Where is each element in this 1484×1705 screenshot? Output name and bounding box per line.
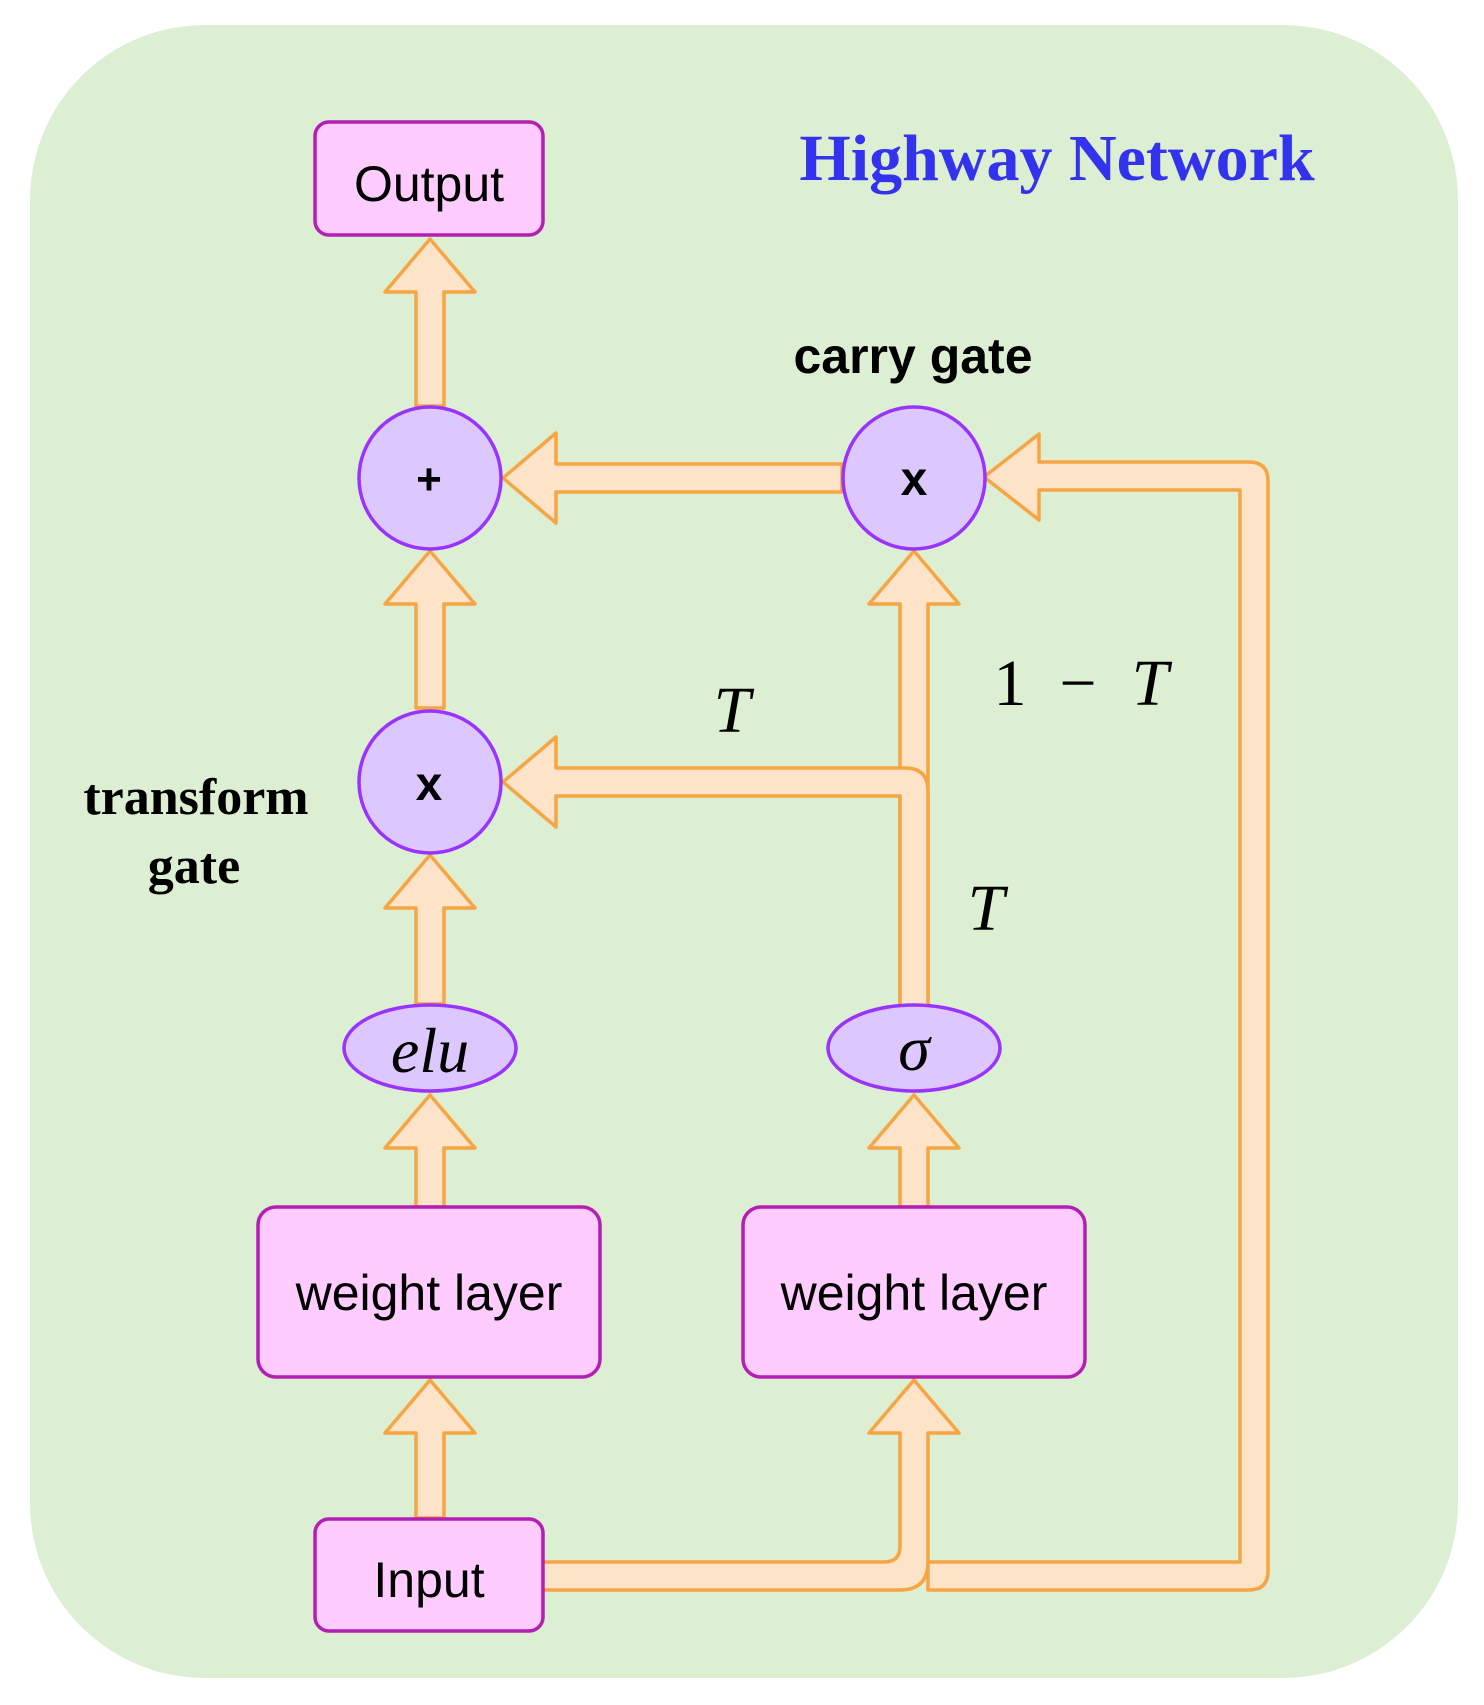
arrow-sigma-to-transform-mult — [501, 735, 930, 1008]
carry-multiply-node — [841, 405, 987, 551]
sigma-activation-node — [826, 1003, 1002, 1093]
carry-gate-label: carry gate — [793, 328, 1032, 384]
transform-multiply-operator: x — [416, 758, 443, 811]
weight-layer-left-box — [256, 1205, 602, 1379]
connector-input-to-right-branches — [539, 432, 1270, 1592]
arrow-elu-to-transform-mult — [383, 853, 477, 1006]
carry-multiply-operator: x — [901, 453, 928, 506]
output-label: Output — [354, 156, 504, 212]
elu-label: elu — [391, 1015, 469, 1086]
sum-operator: + — [416, 455, 442, 504]
one-minus-t-t: T — [1132, 647, 1173, 720]
input-box — [313, 1517, 545, 1633]
transform-gate-label-line2: gate — [148, 838, 240, 895]
arrow-plus-to-output — [383, 237, 477, 408]
diagram-title: Highway Network — [799, 122, 1314, 195]
one-minus-t-one: 1 — [994, 647, 1027, 720]
t-label-side: T — [968, 872, 1009, 945]
sum-node — [357, 405, 503, 551]
one-minus-t-minus: − — [1059, 647, 1096, 720]
arrow-weight-layer-left-to-elu — [383, 1093, 477, 1209]
weight-layer-right-label: weight layer — [780, 1265, 1048, 1321]
arrow-weight-layer-right-to-sigma — [867, 1093, 961, 1209]
weight-layer-left-label: weight layer — [295, 1265, 563, 1321]
weight-layer-right-box — [741, 1205, 1087, 1379]
transform-gate-label-line1: transform — [83, 769, 308, 826]
arrow-transform-mult-to-plus — [383, 549, 477, 710]
arrow-input-to-weight-layer-left — [383, 1378, 477, 1520]
arrow-carry-mult-to-plus — [501, 431, 844, 525]
input-label: Input — [373, 1552, 484, 1608]
sigma-label: σ — [898, 1013, 932, 1084]
transform-multiply-node — [357, 709, 503, 855]
t-label-top: T — [714, 674, 755, 747]
elu-activation-node — [342, 1003, 518, 1093]
output-box — [313, 120, 545, 237]
